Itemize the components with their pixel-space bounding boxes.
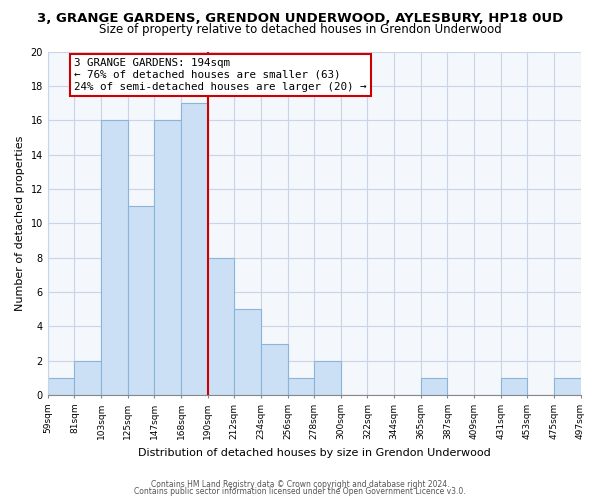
Text: Size of property relative to detached houses in Grendon Underwood: Size of property relative to detached ho… xyxy=(98,22,502,36)
Text: Contains public sector information licensed under the Open Government Licence v3: Contains public sector information licen… xyxy=(134,487,466,496)
Bar xyxy=(74,361,101,395)
Text: Contains HM Land Registry data © Crown copyright and database right 2024.: Contains HM Land Registry data © Crown c… xyxy=(151,480,449,489)
Bar xyxy=(128,206,154,395)
Bar xyxy=(154,120,181,395)
X-axis label: Distribution of detached houses by size in Grendon Underwood: Distribution of detached houses by size … xyxy=(138,448,491,458)
Bar xyxy=(314,361,341,395)
Bar xyxy=(421,378,448,395)
Bar xyxy=(208,258,234,395)
Bar xyxy=(48,378,74,395)
Bar xyxy=(554,378,581,395)
Text: 3, GRANGE GARDENS, GRENDON UNDERWOOD, AYLESBURY, HP18 0UD: 3, GRANGE GARDENS, GRENDON UNDERWOOD, AY… xyxy=(37,12,563,26)
Y-axis label: Number of detached properties: Number of detached properties xyxy=(15,136,25,311)
Bar xyxy=(181,103,208,395)
Bar xyxy=(261,344,287,395)
Bar xyxy=(101,120,128,395)
Text: 3 GRANGE GARDENS: 194sqm
← 76% of detached houses are smaller (63)
24% of semi-d: 3 GRANGE GARDENS: 194sqm ← 76% of detach… xyxy=(74,58,367,92)
Bar xyxy=(500,378,527,395)
Bar xyxy=(287,378,314,395)
Bar xyxy=(234,309,261,395)
